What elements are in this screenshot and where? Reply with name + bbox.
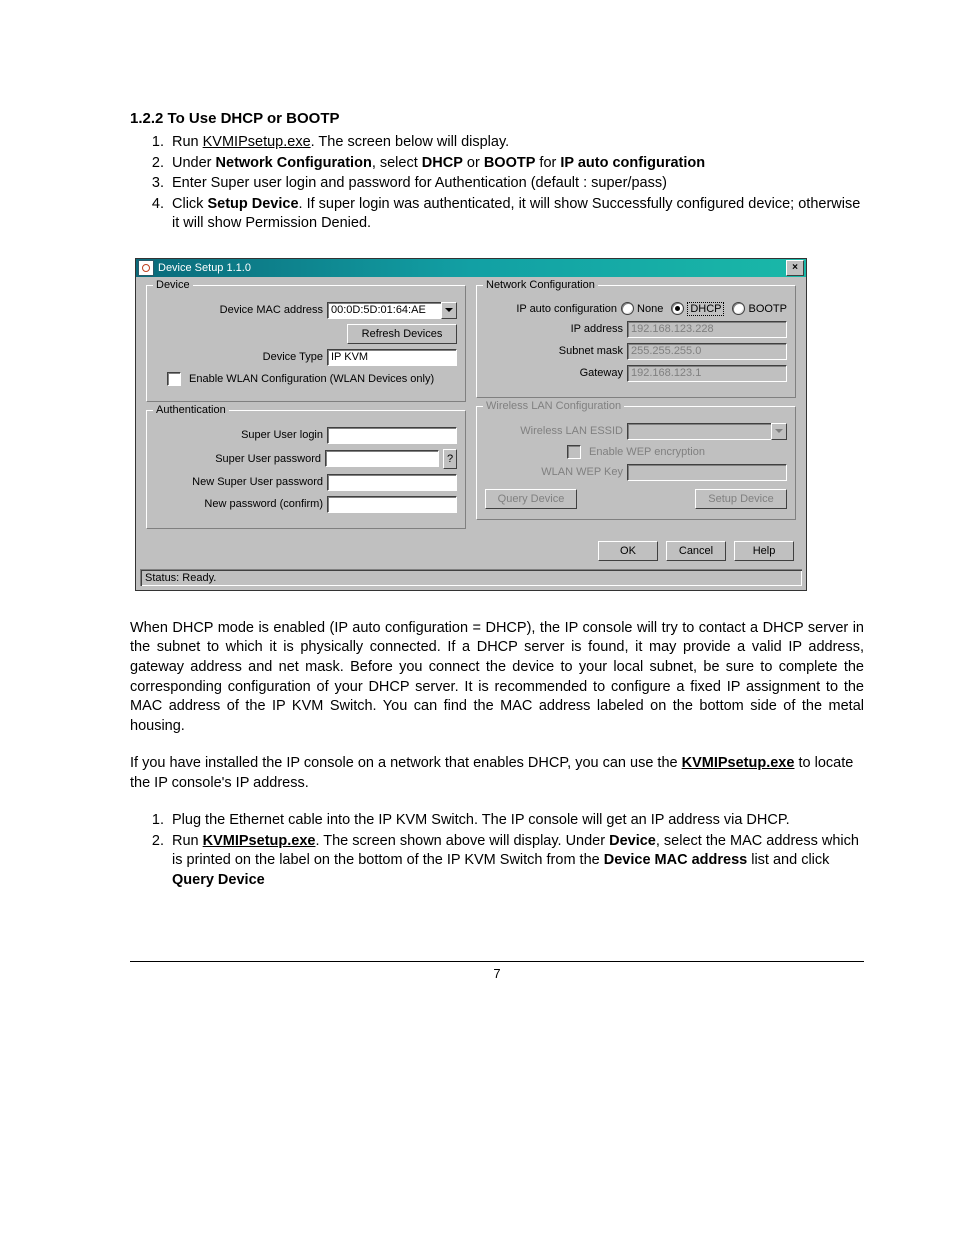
group-legend: Wireless LAN Configuration — [483, 400, 624, 412]
ok-button[interactable]: OK — [598, 541, 658, 561]
radio-dhcp[interactable]: DHCP — [671, 302, 724, 316]
wep-label: Enable WEP encryption — [589, 446, 705, 458]
autoconf-label: IP auto configuration — [516, 303, 617, 315]
device-type-label: Device Type — [263, 351, 323, 363]
cancel-button[interactable]: Cancel — [666, 541, 726, 561]
ip-label: IP address — [571, 323, 623, 335]
new-password-label: New Super User password — [192, 476, 323, 488]
radio-none[interactable]: None — [621, 302, 663, 315]
auth-group: Authentication Super User login Super Us… — [146, 410, 466, 529]
password-input[interactable] — [325, 450, 439, 467]
list-item: Run KVMIPsetup.exe. The screen below wil… — [168, 133, 864, 153]
filename: KVMIPsetup.exe — [203, 134, 311, 150]
group-legend: Authentication — [153, 404, 229, 416]
list-item: Click Setup Device. If super login was a… — [168, 195, 864, 234]
new-password-input[interactable] — [327, 474, 457, 491]
password-hint-button[interactable]: ? — [443, 449, 457, 469]
paragraph: When DHCP mode is enabled (IP auto confi… — [130, 619, 864, 736]
instruction-list-a: Run KVMIPsetup.exe. The screen below wil… — [130, 133, 864, 234]
status-bar: Status: Ready. — [140, 569, 802, 586]
login-label: Super User login — [241, 429, 323, 441]
setup-device-button[interactable]: Setup Device — [695, 489, 787, 509]
autoconf-radio-group: None DHCP BOOTP — [621, 302, 787, 316]
dialog-window: Device Setup 1.1.0 × Device Device MAC a… — [135, 258, 807, 591]
login-input[interactable] — [327, 427, 457, 444]
chevron-down-icon — [771, 423, 787, 440]
group-legend: Network Configuration — [483, 279, 598, 291]
mask-label: Subnet mask — [559, 345, 623, 357]
dialog-button-bar: OK Cancel Help — [146, 533, 796, 565]
mac-value[interactable]: 00:0D:5D:01:64:AE — [327, 302, 441, 319]
mac-combo[interactable]: 00:0D:5D:01:64:AE — [327, 302, 457, 319]
essid-input — [627, 423, 771, 440]
gateway-label: Gateway — [580, 367, 623, 379]
instruction-list-b: Plug the Ethernet cable into the IP KVM … — [130, 811, 864, 890]
window-title: Device Setup 1.1.0 — [158, 262, 786, 274]
list-item: Enter Super user login and password for … — [168, 174, 864, 194]
confirm-password-input[interactable] — [327, 496, 457, 513]
mac-label: Device MAC address — [220, 304, 323, 316]
gateway-input: 192.168.123.1 — [627, 365, 787, 382]
refresh-devices-button[interactable]: Refresh Devices — [347, 324, 457, 344]
group-legend: Device — [153, 279, 193, 291]
wepkey-input — [627, 464, 787, 481]
password-label: Super User password — [215, 453, 321, 465]
ip-input: 192.168.123.228 — [627, 321, 787, 338]
page-number: 7 — [493, 966, 500, 981]
paragraph: If you have installed the IP console on … — [130, 754, 864, 793]
wlan-enable-label[interactable]: Enable WLAN Configuration (WLAN Devices … — [189, 373, 434, 385]
network-group: Network Configuration IP auto configurat… — [476, 285, 796, 398]
close-button[interactable]: × — [786, 260, 804, 276]
wepkey-label: WLAN WEP Key — [541, 466, 623, 478]
essid-combo — [627, 423, 787, 440]
titlebar[interactable]: Device Setup 1.1.0 × — [136, 259, 806, 277]
mask-input: 255.255.255.0 — [627, 343, 787, 360]
device-type-value: IP KVM — [327, 349, 457, 366]
section-heading: 1.2.2 To Use DHCP or BOOTP — [130, 110, 864, 127]
device-group: Device Device MAC address 00:0D:5D:01:64… — [146, 285, 466, 402]
list-item: Plug the Ethernet cable into the IP KVM … — [168, 811, 864, 831]
wep-checkbox — [567, 445, 581, 459]
document-page: 1.2.2 To Use DHCP or BOOTP Run KVMIPsetu… — [0, 0, 954, 1041]
list-item: Run KVMIPsetup.exe. The screen shown abo… — [168, 832, 864, 891]
list-item: Under Network Configuration, select DHCP… — [168, 154, 864, 174]
radio-bootp[interactable]: BOOTP — [732, 302, 787, 315]
wlan-group: Wireless LAN Configuration Wireless LAN … — [476, 406, 796, 520]
query-device-button[interactable]: Query Device — [485, 489, 577, 509]
page-footer: 7 — [130, 961, 864, 981]
app-icon — [138, 260, 154, 276]
wlan-enable-checkbox[interactable] — [167, 372, 181, 386]
help-button[interactable]: Help — [734, 541, 794, 561]
confirm-password-label: New password (confirm) — [204, 498, 323, 510]
essid-label: Wireless LAN ESSID — [520, 425, 623, 437]
chevron-down-icon[interactable] — [441, 302, 457, 319]
